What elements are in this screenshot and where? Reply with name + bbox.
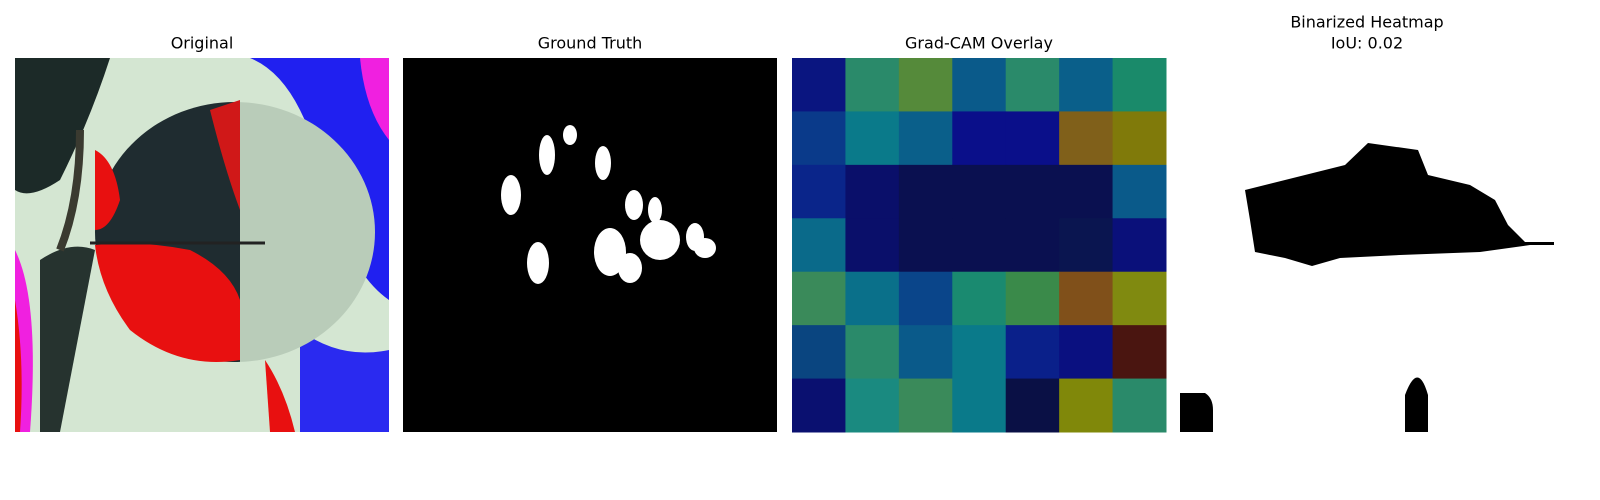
- heatmap-cell: [1005, 164, 1060, 219]
- heatmap-cell: [898, 218, 953, 273]
- heatmap-cell: [845, 325, 900, 380]
- heatmap-cell: [1005, 271, 1060, 326]
- heatmap-cell: [898, 378, 953, 433]
- heatmap-cell: [845, 111, 900, 166]
- heatmap-cell: [952, 164, 1007, 219]
- heatmap-cell: [1059, 58, 1114, 112]
- heatmap-cell: [1112, 218, 1167, 273]
- heatmap-cell: [952, 325, 1007, 380]
- heatmap-cell: [898, 58, 953, 112]
- heatmap-cell: [1005, 218, 1060, 273]
- heatmap-cell: [1112, 378, 1167, 433]
- binarized-heatmap: [1180, 58, 1554, 432]
- heatmap-cell: [845, 164, 900, 219]
- heatmap-cell: [1112, 325, 1167, 380]
- heatmap-cell: [845, 58, 900, 112]
- heatmap-cell: [1059, 164, 1114, 219]
- heatmap-cell: [792, 378, 846, 433]
- heatmap-cell: [1059, 218, 1114, 273]
- heatmap-cell: [898, 111, 953, 166]
- heatmap-cell: [952, 378, 1007, 433]
- heatmap-cell: [952, 58, 1007, 112]
- heatmap-cell: [1112, 111, 1167, 166]
- heatmap-cell: [1005, 58, 1060, 112]
- heatmap-cell: [952, 111, 1007, 166]
- heatmap-cell: [1112, 164, 1167, 219]
- heatmap-cell: [845, 271, 900, 326]
- heatmap-cell: [792, 218, 846, 273]
- heatmap-cell: [898, 164, 953, 219]
- heatmap-cell: [792, 271, 846, 326]
- heatmap-cell: [1059, 378, 1114, 433]
- heatmap-cell: [1059, 271, 1114, 326]
- heatmap-cell: [792, 111, 846, 166]
- ground-truth-mask: [403, 58, 777, 432]
- heatmap-cell: [1059, 325, 1114, 380]
- original-image: [15, 58, 389, 432]
- heatmap-cell: [1112, 271, 1167, 326]
- heatmap-cell: [1005, 111, 1060, 166]
- heatmap-cell: [1005, 378, 1060, 433]
- heatmap-cell: [898, 325, 953, 380]
- heatmap-cell: [1059, 111, 1114, 166]
- heatmap-cell: [792, 164, 846, 219]
- gradcam-overlay: [792, 58, 1167, 433]
- heatmap-cell: [898, 271, 953, 326]
- heatmap-cell: [845, 378, 900, 433]
- panel-title: Ground Truth: [538, 34, 643, 53]
- heatmap-cell: [1112, 58, 1167, 112]
- heatmap-cell: [1005, 325, 1060, 380]
- heatmap-cell: [952, 218, 1007, 273]
- heatmap-cell: [845, 218, 900, 273]
- heatmap-cell: [952, 271, 1007, 326]
- panel-title: Binarized Heatmap: [1290, 13, 1443, 32]
- panel-title: Grad-CAM Overlay: [905, 34, 1053, 53]
- heatmap-cell: [792, 325, 846, 380]
- heatmap-cell: [792, 58, 846, 112]
- panel-title: Original: [171, 34, 234, 53]
- panel-subtitle: IoU: 0.02: [1331, 34, 1403, 53]
